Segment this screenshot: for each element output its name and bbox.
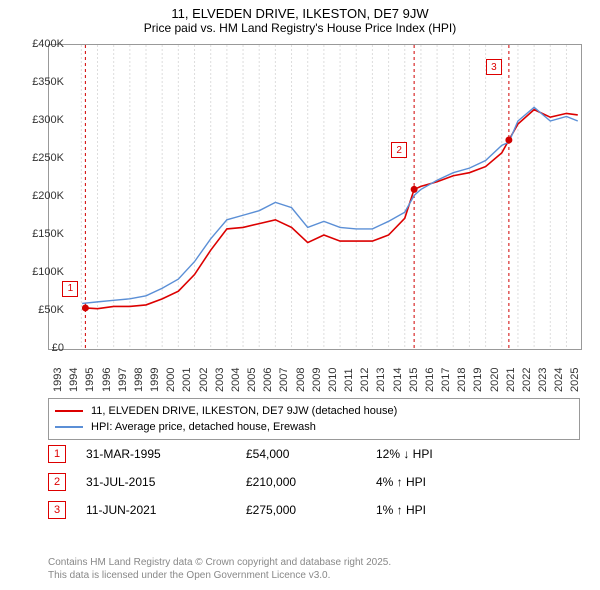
legend-label: HPI: Average price, detached house, Erew… <box>91 421 316 433</box>
x-tick-label: 2023 <box>537 368 549 392</box>
event-date: 11-JUN-2021 <box>86 503 246 517</box>
x-tick-label: 2009 <box>311 368 323 392</box>
chart-title: 11, ELVEDEN DRIVE, ILKESTON, DE7 9JW <box>0 6 600 21</box>
event-date: 31-JUL-2015 <box>86 475 246 489</box>
event-num: 1 <box>48 445 66 463</box>
x-tick-label: 2016 <box>424 368 436 392</box>
x-tick-label: 2012 <box>359 368 371 392</box>
x-tick-label: 1998 <box>133 368 145 392</box>
y-tick-label: £150K <box>18 228 64 240</box>
legend-label: 11, ELVEDEN DRIVE, ILKESTON, DE7 9JW (de… <box>91 405 397 417</box>
x-tick-label: 1994 <box>68 368 80 392</box>
x-tick-label: 2018 <box>456 368 468 392</box>
footer-line2: This data is licensed under the Open Gov… <box>48 569 391 582</box>
event-price: £275,000 <box>246 503 376 517</box>
event-marker-3: 3 <box>486 59 502 75</box>
x-tick-label: 2021 <box>505 368 517 392</box>
x-tick-label: 2011 <box>343 368 355 392</box>
x-tick-label: 2015 <box>408 368 420 392</box>
event-date: 31-MAR-1995 <box>86 447 246 461</box>
y-tick-label: £200K <box>18 190 64 202</box>
event-price: £54,000 <box>246 447 376 461</box>
y-tick-label: £0 <box>18 342 64 354</box>
y-tick-label: £50K <box>18 304 64 316</box>
x-tick-label: 2002 <box>198 368 210 392</box>
x-tick-label: 2014 <box>392 368 404 392</box>
event-marker-2: 2 <box>391 142 407 158</box>
legend: 11, ELVEDEN DRIVE, ILKESTON, DE7 9JW (de… <box>48 398 580 440</box>
event-num: 3 <box>48 501 66 519</box>
event-hpi: 4% ↑ HPI <box>376 475 526 489</box>
x-tick-label: 2024 <box>553 368 565 392</box>
y-tick-label: £100K <box>18 266 64 278</box>
event-price: £210,000 <box>246 475 376 489</box>
y-tick-label: £300K <box>18 114 64 126</box>
event-row: 1 31-MAR-1995£54,00012% ↓ HPI <box>48 440 580 468</box>
event-marker-1: 1 <box>62 281 78 297</box>
y-tick-label: £400K <box>18 38 64 50</box>
x-tick-label: 2013 <box>375 368 387 392</box>
y-tick-label: £350K <box>18 76 64 88</box>
x-tick-label: 2000 <box>165 368 177 392</box>
x-tick-label: 2022 <box>521 368 533 392</box>
x-tick-label: 2017 <box>440 368 452 392</box>
x-tick-label: 2025 <box>569 368 581 392</box>
x-tick-label: 1993 <box>52 368 64 392</box>
events-table: 1 31-MAR-1995£54,00012% ↓ HPI 2 31-JUL-2015… <box>48 440 580 524</box>
x-tick-label: 2005 <box>246 368 258 392</box>
x-tick-label: 1999 <box>149 368 161 392</box>
x-tick-label: 2004 <box>230 368 242 392</box>
y-tick-label: £250K <box>18 152 64 164</box>
footer: Contains HM Land Registry data © Crown c… <box>48 556 391 582</box>
x-tick-label: 2001 <box>181 368 193 392</box>
event-num: 2 <box>48 473 66 491</box>
x-tick-label: 2019 <box>472 368 484 392</box>
legend-item: 11, ELVEDEN DRIVE, ILKESTON, DE7 9JW (de… <box>55 403 573 419</box>
x-tick-label: 2020 <box>489 368 501 392</box>
event-row: 3 11-JUN-2021£275,0001% ↑ HPI <box>48 496 580 524</box>
chart-subtitle: Price paid vs. HM Land Registry's House … <box>0 21 600 35</box>
x-tick-label: 1997 <box>117 368 129 392</box>
plot-svg <box>49 45 581 349</box>
x-tick-label: 1995 <box>84 368 96 392</box>
x-tick-label: 2003 <box>214 368 226 392</box>
x-tick-label: 2010 <box>327 368 339 392</box>
chart-area <box>48 44 582 350</box>
x-tick-label: 2008 <box>295 368 307 392</box>
legend-swatch <box>55 426 83 427</box>
x-tick-label: 2006 <box>262 368 274 392</box>
event-hpi: 12% ↓ HPI <box>376 447 526 461</box>
legend-swatch <box>55 410 83 412</box>
event-row: 2 31-JUL-2015£210,0004% ↑ HPI <box>48 468 580 496</box>
legend-item: HPI: Average price, detached house, Erew… <box>55 419 573 435</box>
event-hpi: 1% ↑ HPI <box>376 503 526 517</box>
x-tick-label: 2007 <box>278 368 290 392</box>
footer-line1: Contains HM Land Registry data © Crown c… <box>48 556 391 569</box>
x-tick-label: 1996 <box>101 368 113 392</box>
